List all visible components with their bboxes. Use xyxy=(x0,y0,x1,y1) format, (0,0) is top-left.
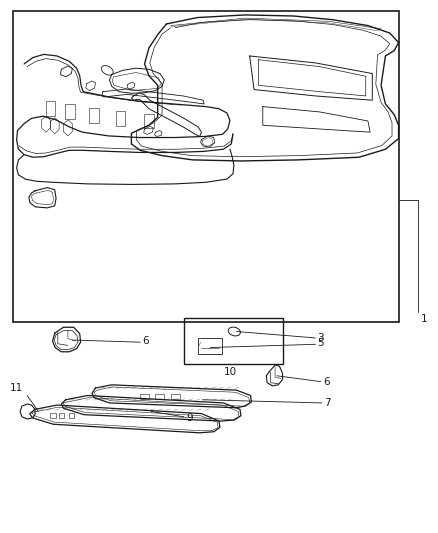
Bar xyxy=(198,338,222,354)
Text: 6: 6 xyxy=(142,336,149,346)
Text: 7: 7 xyxy=(324,398,331,408)
Text: 11: 11 xyxy=(10,383,23,393)
Bar xyxy=(155,394,164,399)
Text: 3: 3 xyxy=(318,333,324,343)
Bar xyxy=(171,394,180,399)
Text: 6: 6 xyxy=(323,377,329,386)
Bar xyxy=(13,11,399,322)
Text: 10: 10 xyxy=(224,367,237,377)
Bar xyxy=(50,413,56,418)
Bar xyxy=(144,114,154,128)
Bar xyxy=(89,108,99,123)
Bar xyxy=(140,394,149,399)
Text: 1: 1 xyxy=(420,314,427,325)
Bar xyxy=(59,413,64,418)
Bar xyxy=(116,111,125,126)
Bar xyxy=(65,104,75,119)
Text: 5: 5 xyxy=(318,338,324,348)
Bar xyxy=(46,101,55,116)
Bar xyxy=(184,318,283,364)
Bar xyxy=(69,413,74,418)
Text: 9: 9 xyxy=(186,414,193,423)
